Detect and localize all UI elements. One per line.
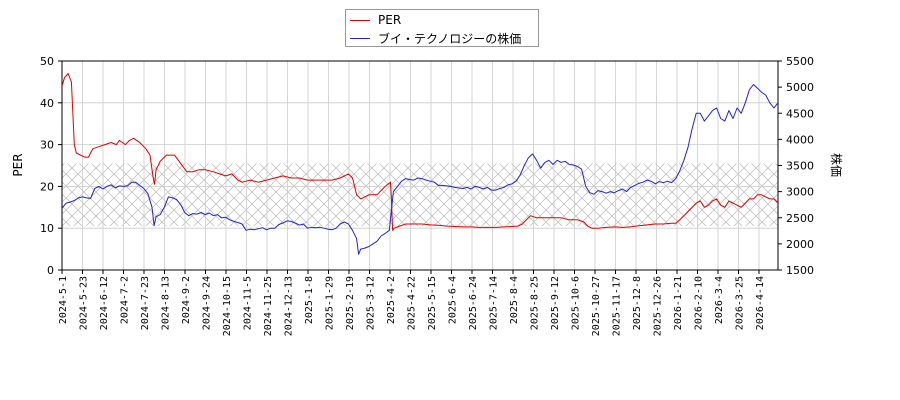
y-right-tick-label: 5000 — [786, 81, 814, 94]
y-right-tick-label: 3500 — [786, 160, 814, 173]
y-left-tick-label: 20 — [40, 180, 54, 193]
bottom-axis: 2024-5-1 2024-5-23 2024-6-12 2024-7-2 2024-7… — [58, 270, 766, 336]
x-tick-label: 2026-4-14 — [755, 276, 766, 330]
x-tick-label: 2025-9-12 — [550, 276, 561, 330]
y-left-tick-label: 30 — [40, 139, 54, 152]
x-tick-label: 2025-1-8 — [304, 276, 315, 324]
y-right-tick-label: 3000 — [786, 186, 814, 199]
x-tick-label: 2025-10-27 — [591, 276, 602, 336]
x-tick-label: 2025-6-24 — [468, 276, 479, 330]
y-left-tick-label: 50 — [40, 55, 54, 68]
series-layer — [62, 73, 778, 255]
left-axis: 0 10 20 30 40 50 — [40, 55, 62, 277]
x-tick-label: 2025-4-22 — [407, 276, 418, 330]
y-right-label: 株価 — [829, 153, 844, 177]
x-tick-label: 2026-3-25 — [735, 276, 746, 330]
x-tick-label: 2025-10-6 — [571, 276, 582, 330]
y-right-tick-label: 2000 — [786, 238, 814, 251]
y-right-tick-label: 5500 — [786, 55, 814, 68]
x-tick-label: 2024-9-24 — [202, 276, 213, 330]
y-left-label: PER — [11, 153, 25, 176]
series-price-line — [62, 84, 778, 255]
x-tick-label: 2025-12-26 — [653, 276, 664, 336]
x-tick-label: 2024-6-12 — [99, 276, 110, 330]
x-tick-label: 2025-4-2 — [386, 276, 397, 324]
legend: PER ブイ・テクノロジーの株価 — [345, 9, 539, 47]
y-right-tick-label: 1500 — [786, 264, 814, 277]
target-band — [62, 163, 778, 227]
x-tick-label: 2025-8-25 — [530, 276, 541, 330]
legend-item-per: PER — [350, 12, 401, 28]
band-hatch — [62, 163, 778, 227]
x-tick-label: 2025-2-19 — [345, 276, 356, 330]
legend-swatch-price — [350, 37, 370, 39]
y-right-tick-label: 2500 — [786, 212, 814, 225]
legend-label-per: PER — [378, 13, 402, 27]
y-left-tick-label: 40 — [40, 97, 54, 110]
x-tick-label: 2025-6-4 — [448, 276, 459, 324]
series-per-line — [62, 73, 778, 231]
x-tick-label: 2024-7-2 — [120, 276, 131, 324]
x-tick-label: 2025-1-29 — [325, 276, 336, 330]
x-tick-label: 2024-5-1 — [58, 276, 69, 324]
x-tick-label: 2024-11-25 — [263, 276, 274, 336]
y-left-tick-label: 0 — [47, 264, 54, 277]
legend-swatch-per — [350, 19, 370, 21]
x-tick-label: 2024-11-5 — [243, 276, 254, 330]
legend-label-price: ブイ・テクノロジーの株価 — [378, 31, 522, 46]
x-tick-label: 2026-3-4 — [714, 276, 725, 324]
x-tick-label: 2025-5-15 — [427, 276, 438, 330]
x-tick-label: 2025-8-4 — [509, 276, 520, 324]
x-tick-label: 2025-7-14 — [489, 276, 500, 330]
y-right-tick-label: 4500 — [786, 107, 814, 120]
x-tick-label: 2025-11-17 — [612, 276, 623, 336]
legend-item-price: ブイ・テクノロジーの株価 — [350, 30, 521, 46]
y-left-tick-label: 10 — [40, 222, 54, 235]
x-tick-label: 2026-1-21 — [673, 276, 684, 330]
x-tick-label: 2024-9-2 — [181, 276, 192, 324]
x-tick-label: 2026-2-10 — [694, 276, 705, 330]
x-tick-label: 2025-3-12 — [366, 276, 377, 330]
x-tick-label: 2024-8-13 — [161, 276, 172, 330]
x-tick-label: 2024-7-23 — [140, 276, 151, 330]
x-tick-label: 2025-12-8 — [632, 276, 643, 330]
x-tick-label: 2024-5-23 — [79, 276, 90, 330]
right-axis: 1500 2000 2500 3000 3500 4000 4500 5000 5500 — [778, 55, 814, 277]
y-right-tick-label: 4000 — [786, 133, 814, 146]
x-tick-label: 2024-10-15 — [222, 276, 233, 336]
x-tick-label: 2024-12-13 — [284, 276, 295, 336]
